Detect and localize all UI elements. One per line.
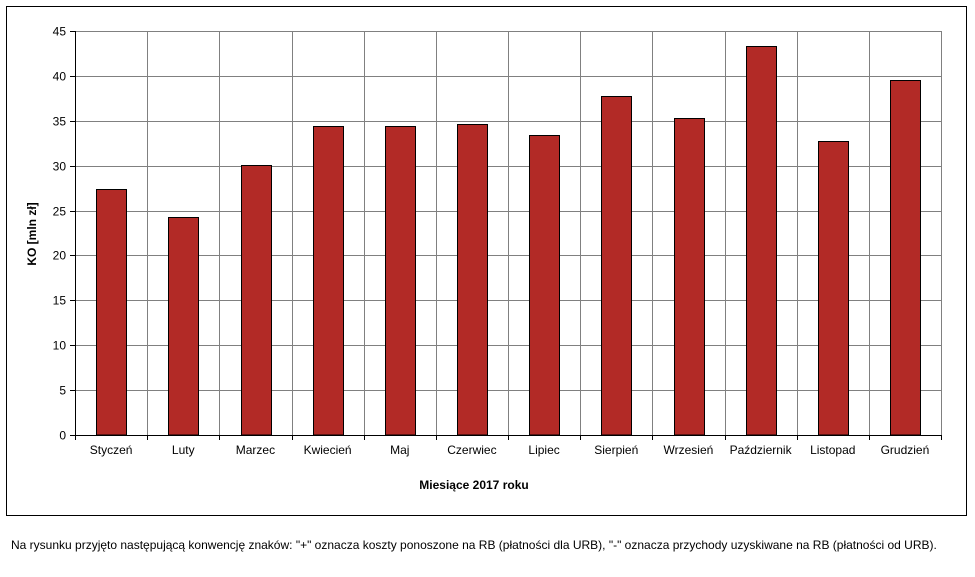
x-tick-label: Sierpień — [594, 443, 638, 457]
bar-styczeń — [96, 189, 127, 436]
bar-czerwiec — [457, 124, 488, 436]
y-tick-label: 35 — [53, 115, 67, 129]
grid-lines — [75, 31, 942, 435]
bar-lipiec — [529, 135, 560, 436]
bar-listopad — [818, 141, 849, 436]
y-tick-label: 0 — [59, 429, 66, 443]
x-tick-label: Grudzień — [881, 443, 930, 457]
bar-maj — [385, 126, 416, 436]
bar-kwiecień — [313, 126, 344, 436]
bar-luty — [168, 217, 199, 436]
bar-marzec — [241, 165, 272, 436]
y-tick-label: 20 — [53, 249, 67, 263]
x-tick-labels: Styczeń Luty Marzec Kwiecień Maj Czerwiec Lipi… — [90, 443, 930, 457]
bar-grudzień — [890, 80, 921, 436]
x-tick-label: Październik — [730, 443, 793, 457]
x-tick-label: Listopad — [810, 443, 855, 457]
x-tick-label: Styczeń — [90, 443, 133, 457]
x-tick-label: Wrzesień — [664, 443, 714, 457]
bar-październik — [746, 46, 777, 436]
x-tick-label: Maj — [390, 443, 409, 457]
axes — [70, 31, 942, 440]
x-tick-label: Czerwiec — [447, 443, 496, 457]
y-axis-title: KO [mln zł] — [25, 202, 39, 265]
y-tick-label: 5 — [59, 384, 66, 398]
bar-sierpień — [601, 96, 632, 436]
x-axis-title: Miesiące 2017 roku — [419, 478, 528, 492]
y-tick-label: 10 — [53, 339, 67, 353]
bar-wrzesień — [674, 118, 705, 436]
y-tick-label: 40 — [53, 70, 67, 84]
x-tick-label: Luty — [172, 443, 195, 457]
bars — [96, 46, 921, 436]
x-tick-label: Lipiec — [528, 443, 559, 457]
y-tick-labels: 0 5 10 15 20 25 30 35 40 45 — [53, 25, 67, 443]
x-tick-label: Marzec — [236, 443, 275, 457]
x-tick-label: Kwiecień — [304, 443, 352, 457]
footnote: Na rysunku przyjęto następującą konwencj… — [11, 538, 937, 552]
y-tick-label: 15 — [53, 294, 67, 308]
y-tick-label: 25 — [53, 205, 67, 219]
y-tick-label: 30 — [53, 160, 67, 174]
y-tick-label: 45 — [53, 25, 67, 39]
